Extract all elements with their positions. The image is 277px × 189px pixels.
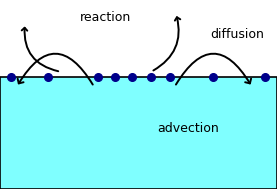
Bar bbox=[0, 77, 277, 189]
Text: advection: advection bbox=[158, 122, 219, 135]
Text: diffusion: diffusion bbox=[210, 28, 264, 40]
Text: reaction: reaction bbox=[79, 11, 131, 23]
